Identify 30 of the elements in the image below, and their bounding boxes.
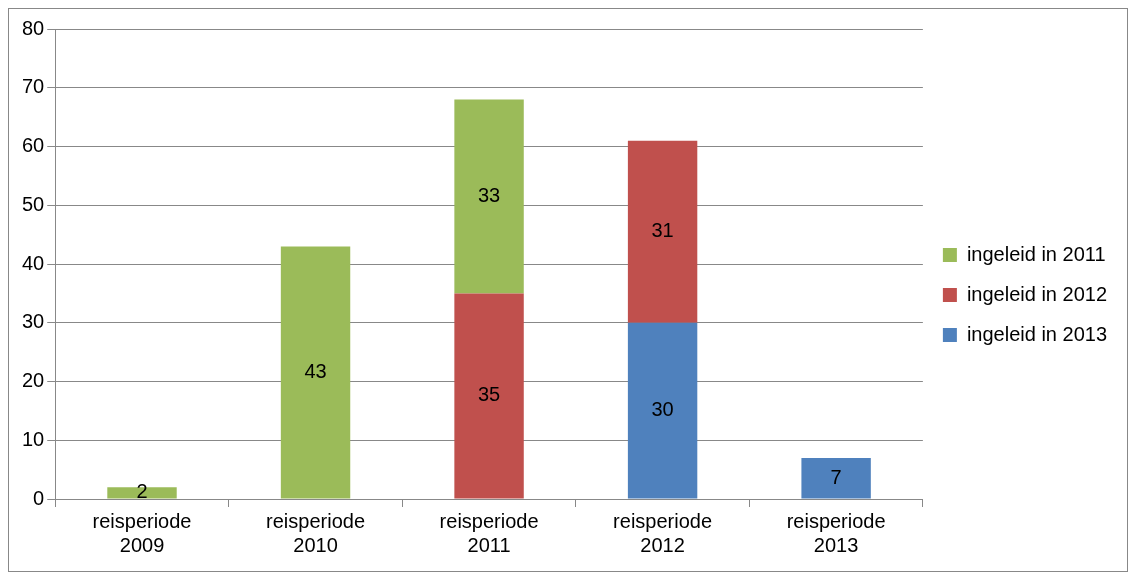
y-tick-label: 20 (22, 369, 45, 392)
y-tick-label: 30 (22, 310, 45, 333)
y-tick-label: 50 (22, 192, 45, 215)
data-label: 33 (477, 183, 501, 206)
legend-label: ingeleid in 2011 (966, 242, 1106, 265)
legend-label: ingeleid in 2013 (966, 322, 1108, 345)
x-tick-label: reisperiode 2013 (786, 509, 886, 556)
data-label: 30 (651, 398, 674, 421)
data-label: 31 (651, 219, 674, 242)
bar (801, 457, 871, 499)
bar (454, 99, 524, 294)
y-tick-label: 70 (22, 75, 45, 98)
x-tick-label: reisperiode 2009 (92, 509, 192, 556)
data-label: 35 (477, 383, 501, 406)
y-tick-label: 60 (22, 134, 45, 157)
y-tick-label: 10 (22, 427, 45, 450)
bar (627, 322, 698, 499)
legend-label: ingeleid in 2012 (966, 282, 1108, 305)
data-label: 7 (830, 465, 842, 488)
bar (280, 246, 351, 499)
data-label: 43 (304, 359, 327, 382)
bar (454, 293, 524, 499)
x-tick-label: reisperiode 2011 (439, 509, 539, 556)
x-tick-label: reisperiode 2010 (266, 509, 366, 556)
data-label: 2 (136, 480, 148, 503)
y-tick-label: 80 (22, 16, 45, 39)
y-tick-label: 40 (22, 251, 45, 274)
bar (627, 140, 698, 323)
x-tick-label: reisperiode 2012 (613, 509, 713, 556)
y-tick-label: 0 (33, 486, 45, 509)
